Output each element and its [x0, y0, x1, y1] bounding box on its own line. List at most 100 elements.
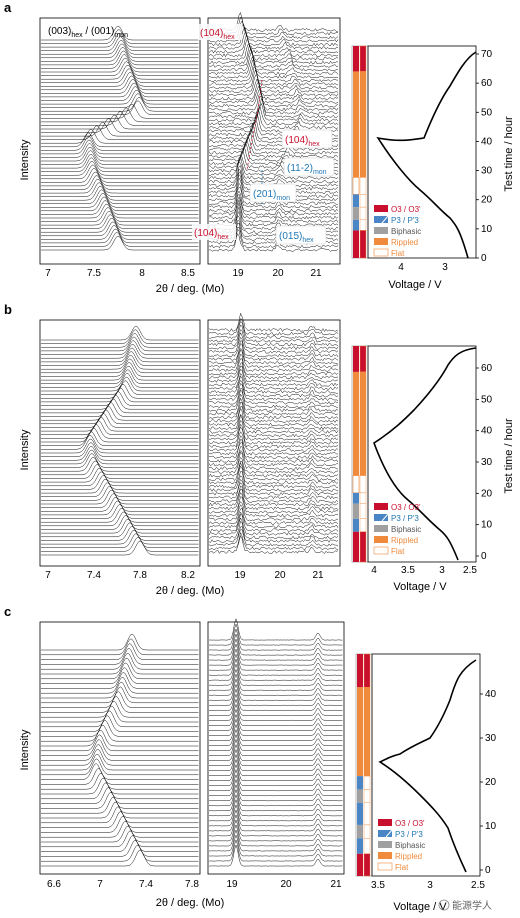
xrd-trace — [41, 89, 199, 105]
xrd-trace — [41, 329, 199, 344]
xrd-right-b-traces — [208, 312, 339, 555]
xrd-trace — [208, 688, 343, 711]
xrd-trace — [208, 32, 339, 50]
phase-segment — [352, 177, 360, 195]
xrd-trace — [208, 132, 339, 151]
xrd-trace — [41, 193, 199, 208]
xtick: 20 — [274, 570, 286, 581]
xrd-trace — [41, 748, 199, 766]
xrd-trace — [208, 423, 339, 441]
xrd-trace — [41, 801, 199, 819]
xrd-trace — [41, 232, 199, 247]
xrd-trace — [208, 81, 339, 101]
legend-swatch — [378, 830, 392, 837]
xrd-trace — [208, 678, 343, 701]
xrd-trace — [41, 705, 199, 723]
xrd-trace — [41, 830, 199, 848]
ytick: 40 — [485, 689, 497, 700]
xlabel-2theta: 2θ / deg. (Mo) — [156, 897, 224, 909]
phase-segment — [363, 824, 371, 839]
xrd-trace — [208, 61, 338, 83]
xrd-trace — [41, 438, 199, 454]
xrd-trace — [41, 768, 199, 785]
xrd-trace — [208, 393, 339, 413]
legend-label: Rippled — [395, 852, 422, 861]
xrd-trace — [208, 482, 339, 500]
xrd-trace — [41, 175, 199, 190]
xrd-trace — [208, 97, 339, 119]
xrd-trace — [208, 824, 343, 847]
xrd-trace — [208, 343, 339, 362]
xrd-trace — [41, 157, 199, 172]
xrd-trace — [208, 763, 343, 787]
xrd-trace — [208, 693, 343, 716]
xrd-trace — [208, 55, 339, 76]
xtick: 7 — [45, 570, 51, 581]
legend-swatch — [374, 205, 388, 212]
xrd-trace — [41, 686, 199, 704]
xrd-trace — [41, 196, 199, 212]
ytick: 10 — [481, 520, 493, 531]
xrd-trace — [208, 511, 339, 529]
phase-segment — [359, 206, 367, 221]
xrd-trace — [41, 420, 199, 435]
xrd-trace — [41, 343, 199, 359]
xrd-trace — [208, 450, 339, 467]
xrd-trace — [209, 648, 343, 671]
xlabel-2theta: 2θ / deg. (Mo) — [156, 585, 224, 597]
wechat-icon — [438, 899, 450, 911]
voltage-curve-c — [378, 659, 477, 873]
xrd-trace — [208, 471, 339, 489]
xrd-trace — [208, 809, 343, 832]
xrd-trace — [41, 168, 199, 183]
xrd-trace — [41, 104, 199, 119]
xlabel-voltage: Voltage / V — [393, 581, 447, 593]
xrd-trace — [208, 161, 339, 180]
xrd-trace — [41, 504, 199, 519]
xrd-trace — [41, 171, 199, 187]
legend-label: Biphasic — [395, 841, 425, 850]
xrd-trace — [41, 139, 199, 155]
xtick: 20 — [280, 879, 292, 890]
xtick: 2.5 — [463, 565, 477, 576]
ytick: 30 — [481, 457, 493, 468]
xrd-trace — [208, 383, 339, 402]
xrd-trace — [41, 533, 199, 548]
xrd-trace — [41, 467, 199, 483]
xrd-trace — [41, 107, 199, 123]
xrd-trace — [41, 518, 199, 534]
xrd-trace — [41, 657, 199, 675]
xrd-trace — [41, 715, 199, 732]
annotation-015-hex: (015)hex — [275, 225, 327, 245]
xrd-trace — [208, 375, 339, 394]
xrd-trace — [208, 517, 339, 536]
xrd-trace — [41, 333, 199, 348]
voltage-b-frame — [367, 345, 477, 563]
legend-label: Biphasic — [391, 525, 421, 534]
ylabel-intensity: Intensity — [19, 729, 31, 770]
xtick: 8 — [139, 268, 145, 279]
legend-c: O3 / O3' P3 / P'3 Biphasic Rippled Flat — [377, 819, 425, 872]
ytick: 40 — [481, 426, 493, 437]
xtick: 7.4 — [139, 879, 153, 890]
xrd-trace — [209, 738, 343, 761]
xrd-trace — [208, 362, 338, 380]
xrd-trace — [208, 663, 343, 686]
phase-segment — [357, 824, 363, 839]
xrd-left-b: 7 7.4 7.8 8.2 Intensity — [19, 319, 201, 581]
ytick: 30 — [481, 166, 493, 177]
xrd-trace — [41, 424, 199, 439]
xrd-trace — [208, 135, 339, 155]
annotation-201-mon: (201)mon — [249, 183, 297, 203]
legend-swatch — [374, 238, 388, 245]
xrd-trace — [41, 507, 199, 523]
xrd-trace — [208, 784, 343, 807]
xrd-trace — [41, 696, 199, 713]
xrd-trace — [41, 186, 199, 201]
phase-segment — [353, 503, 359, 519]
xrd-trace — [41, 710, 199, 728]
xrd-trace — [208, 668, 343, 691]
ytick: 0 — [481, 551, 487, 562]
xtick: 19 — [234, 570, 246, 581]
